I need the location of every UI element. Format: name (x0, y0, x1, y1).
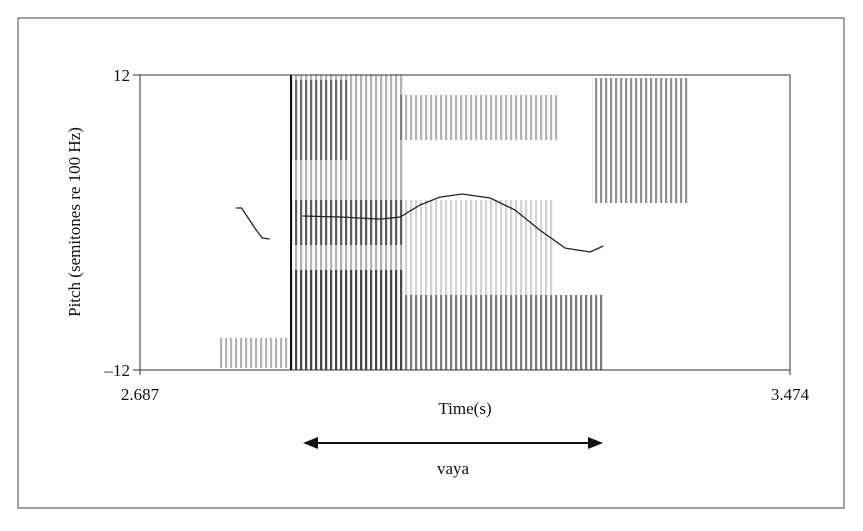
y-tick-label: –12 (104, 361, 131, 380)
annotation-arrow (303, 437, 603, 449)
plot-area (139, 74, 791, 371)
annotation: vaya (437, 459, 470, 478)
x-axis-title: Time(s) (438, 399, 491, 418)
spectrogram (218, 75, 690, 370)
y-tick-label: 12 (113, 66, 130, 85)
x-tick-label: 3.474 (771, 385, 810, 404)
y-axis-title: Pitch (semitones re 100 Hz) (65, 127, 84, 317)
x-tick-label: 2.687 (121, 385, 160, 404)
pitch-line (235, 193, 604, 253)
frame (17, 17, 845, 509)
